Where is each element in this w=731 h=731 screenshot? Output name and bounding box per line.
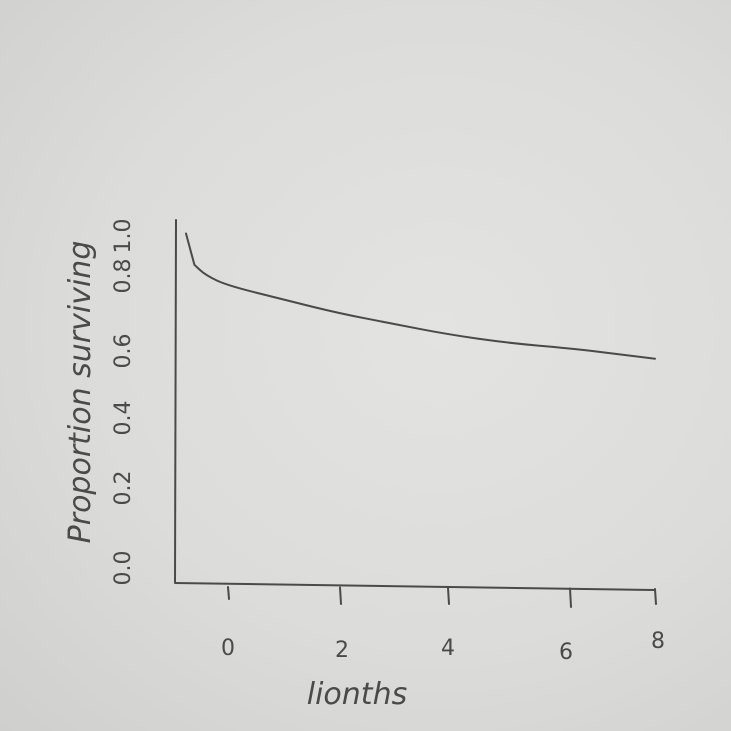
y-tick-label-1: 0.2 [111, 471, 136, 506]
x-tick-mark-0 [227, 586, 230, 600]
y-tick-label-2: 0.4 [111, 401, 136, 436]
axes [174, 219, 656, 591]
y-axis-title: Proportion surviving [63, 241, 98, 544]
y-tick-label-4: 0.8 [111, 259, 136, 294]
x-axis-title: lionths [307, 677, 407, 712]
x-tick-labels: 0 2 4 6 8 [221, 629, 665, 665]
x-tick-label-4: 4 [441, 636, 455, 661]
y-tick-label-0: 0.0 [111, 551, 136, 586]
x-tick-label-0: 0 [221, 636, 235, 661]
x-tick-mark-2 [339, 586, 342, 605]
x-tick-label-2: 2 [335, 638, 349, 663]
y-tick-labels: 0.0 0.2 0.4 0.6 0.8 1.0 [111, 219, 136, 586]
x-ticks [227, 586, 657, 608]
x-tick-label-6: 6 [559, 640, 573, 665]
y-tick-label-3: 0.6 [111, 334, 136, 369]
y-axis-line [174, 219, 177, 583]
x-tick-mark-4 [447, 587, 450, 605]
series-layer [185, 232, 656, 360]
survival-curve-line [185, 232, 656, 360]
x-tick-mark-8 [654, 588, 657, 605]
x-tick-label-8: 8 [651, 629, 665, 654]
y-tick-label-5: 1.0 [111, 219, 136, 254]
x-axis-line [174, 582, 656, 591]
x-tick-mark-6 [569, 587, 572, 608]
